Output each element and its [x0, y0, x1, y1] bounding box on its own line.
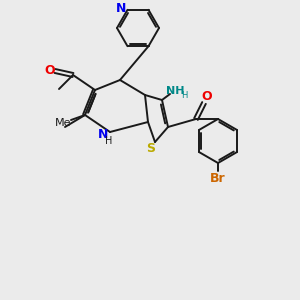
- Text: N: N: [116, 2, 127, 15]
- Text: O: O: [202, 91, 212, 103]
- Text: O: O: [45, 64, 55, 76]
- Text: H: H: [181, 92, 187, 100]
- Text: S: S: [146, 142, 155, 155]
- Text: Me: Me: [55, 118, 71, 128]
- Text: NH: NH: [166, 86, 184, 96]
- Text: Br: Br: [210, 172, 226, 184]
- Text: H: H: [105, 136, 113, 146]
- Text: N: N: [98, 128, 108, 140]
